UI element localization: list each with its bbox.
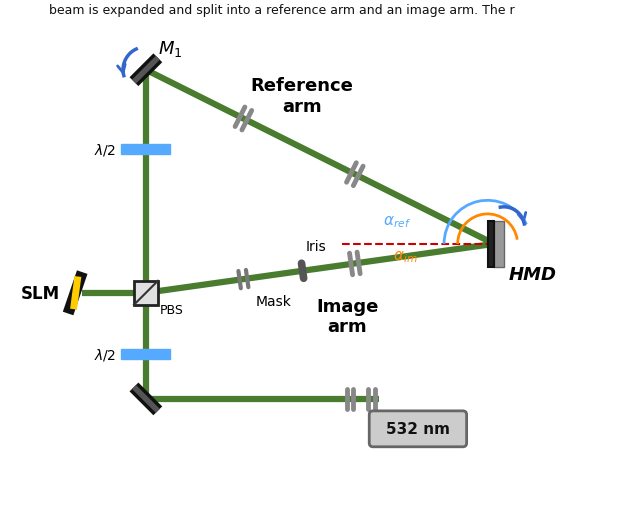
Text: 532 nm: 532 nm [386, 422, 450, 436]
Text: $\lambda/2$: $\lambda/2$ [93, 141, 116, 158]
Text: SLM: SLM [21, 284, 60, 302]
Text: Iris: Iris [306, 240, 326, 254]
Bar [488, 221, 494, 268]
Text: PBS: PBS [160, 303, 184, 316]
FancyBboxPatch shape [122, 349, 170, 359]
Text: HMD: HMD [508, 265, 556, 283]
Bar [494, 221, 504, 268]
Bar [134, 281, 158, 305]
Text: beam is expanded and split into a reference arm and an image arm. The r: beam is expanded and split into a refere… [49, 5, 515, 17]
Text: Reference
arm: Reference arm [250, 77, 353, 116]
Text: $M_1$: $M_1$ [158, 39, 182, 59]
FancyBboxPatch shape [369, 411, 467, 447]
Text: Mask: Mask [255, 295, 291, 309]
Text: $\alpha_{im}$: $\alpha_{im}$ [394, 248, 418, 265]
FancyBboxPatch shape [122, 144, 170, 154]
Text: Image
arm: Image arm [316, 297, 378, 336]
Text: $\lambda/2$: $\lambda/2$ [93, 346, 116, 362]
Text: $\alpha_{ref}$: $\alpha_{ref}$ [383, 214, 411, 229]
